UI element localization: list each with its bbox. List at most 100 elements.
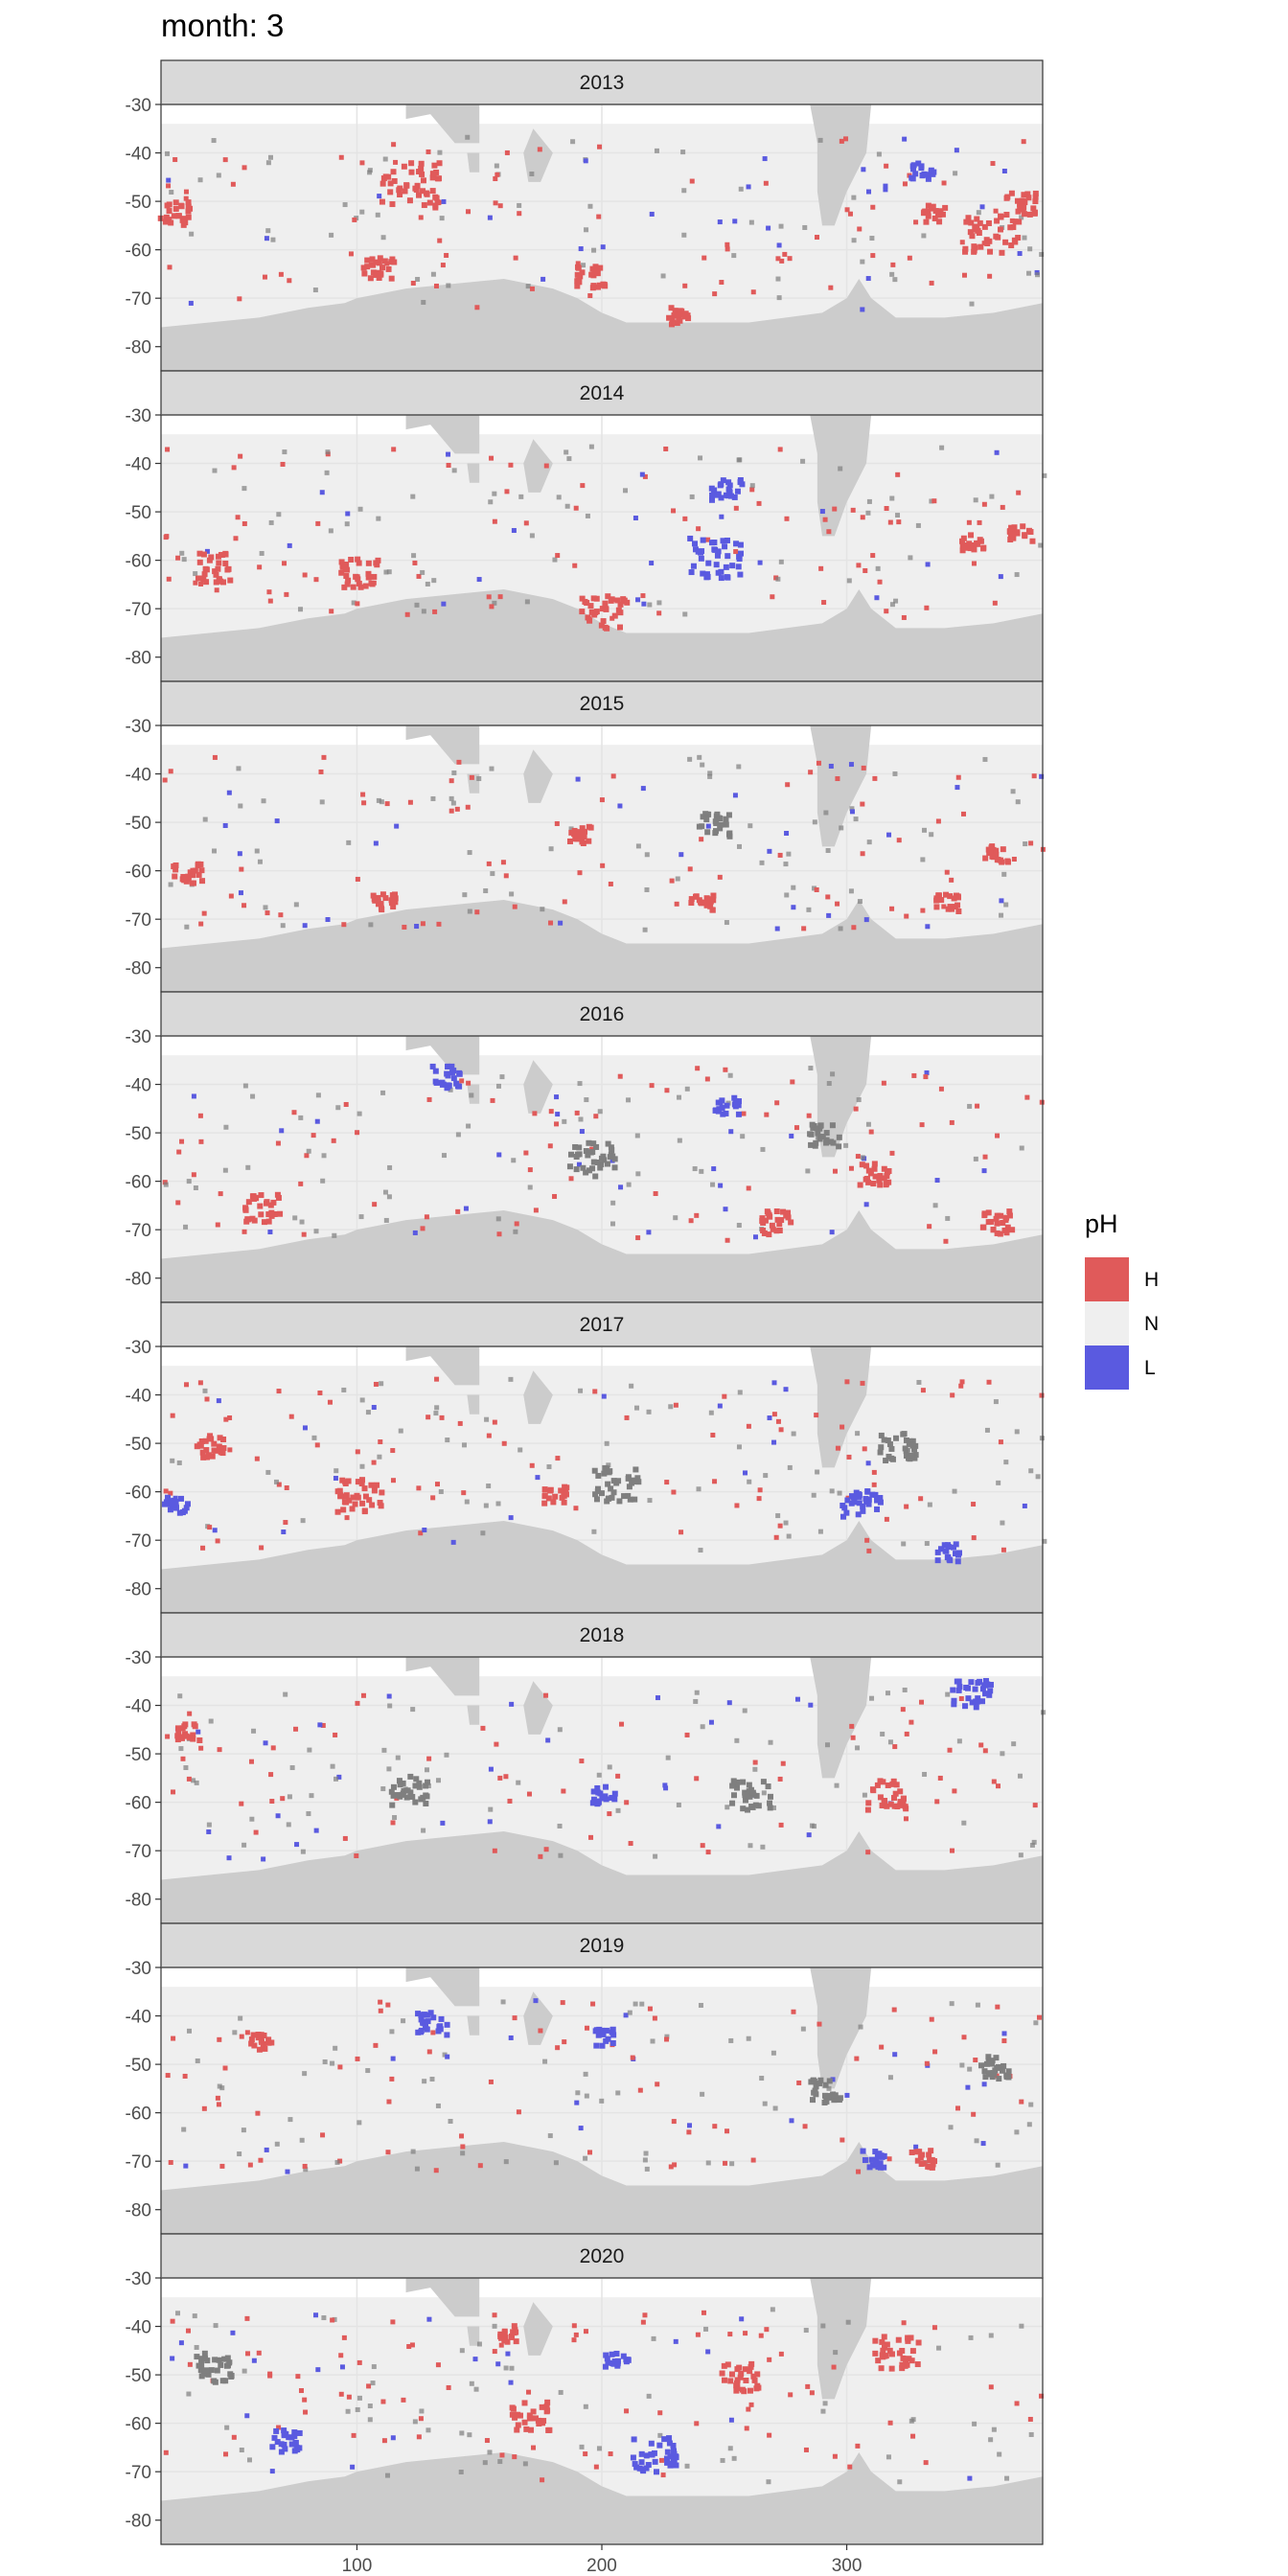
cluster-cell-H xyxy=(211,1440,218,1447)
anomaly-cell-H xyxy=(785,782,791,788)
anomaly-cell-M xyxy=(1000,1520,1005,1526)
anomaly-cell-M xyxy=(450,800,456,806)
anomaly-cell-M xyxy=(887,1739,893,1745)
anomaly-cell-H xyxy=(168,1490,173,1496)
cluster-cell-M xyxy=(585,1152,591,1159)
anomaly-cell-H xyxy=(826,529,832,535)
anomaly-cell-L xyxy=(446,451,451,457)
anomaly-cell-H xyxy=(554,1121,560,1127)
cluster-cell-H xyxy=(365,560,372,566)
cluster-cell-H xyxy=(1010,224,1017,231)
anomaly-cell-M xyxy=(647,1498,653,1504)
anomaly-cell-H xyxy=(175,555,181,561)
anomaly-cell-H xyxy=(579,1759,585,1764)
anomaly-cell-H xyxy=(816,760,821,766)
cluster-cell-M xyxy=(583,1148,589,1155)
anomaly-cell-H xyxy=(723,1067,728,1072)
cluster-cell-H xyxy=(245,1199,252,1206)
y-tick-label: -40 xyxy=(126,766,151,786)
anomaly-cell-M xyxy=(677,1094,682,1100)
anomaly-cell-H xyxy=(346,2394,352,2400)
cluster-cell-H xyxy=(562,1484,568,1490)
anomaly-cell-M xyxy=(382,1189,388,1195)
anomaly-cell-H xyxy=(764,1112,770,1117)
anomaly-cell-H xyxy=(412,560,418,565)
anomaly-cell-L xyxy=(771,1439,777,1445)
cluster-cell-M xyxy=(768,1793,774,1800)
cluster-cell-H xyxy=(776,1221,783,1228)
anomaly-cell-L xyxy=(830,2077,836,2082)
anomaly-cell-M xyxy=(607,1764,612,1770)
legend-label-L: L xyxy=(1144,1357,1156,1379)
anomaly-cell-H xyxy=(344,1515,350,1521)
cluster-cell-M xyxy=(595,1472,602,1479)
anomaly-cell-L xyxy=(487,1819,493,1825)
cluster-cell-H xyxy=(881,1798,887,1805)
cluster-cell-L xyxy=(670,2443,677,2450)
anomaly-cell-L xyxy=(508,2035,514,2040)
anomaly-cell-M xyxy=(775,276,781,282)
cluster-cell-M xyxy=(822,2082,829,2088)
cluster-cell-H xyxy=(403,182,410,189)
cluster-cell-H xyxy=(251,2042,258,2049)
anomaly-cell-M xyxy=(557,1823,563,1828)
anomaly-cell-M xyxy=(886,2454,891,2460)
anomaly-cell-H xyxy=(816,2021,822,2027)
anomaly-cell-L xyxy=(264,2147,269,2152)
cluster-cell-L xyxy=(864,1488,871,1495)
anomaly-cell-H xyxy=(301,1231,307,1237)
anomaly-cell-M xyxy=(483,1503,489,1508)
anomaly-cell-L xyxy=(998,574,1003,580)
cluster-cell-H xyxy=(375,894,381,901)
cluster-cell-L xyxy=(273,2427,280,2434)
cluster-cell-M xyxy=(725,831,732,838)
anomaly-cell-H xyxy=(378,2008,383,2013)
anomaly-cell-H xyxy=(543,1847,549,1852)
cluster-cell-M xyxy=(740,1779,747,1785)
cluster-cell-H xyxy=(434,199,441,206)
anomaly-cell-H xyxy=(391,447,397,452)
anomaly-cell-M xyxy=(728,2037,734,2043)
anomaly-cell-M xyxy=(286,1822,291,1828)
anomaly-cell-H xyxy=(446,463,451,469)
anomaly-cell-M xyxy=(615,2090,621,2096)
cluster-cell-M xyxy=(631,1478,637,1484)
cluster-cell-L xyxy=(910,162,917,169)
cluster-cell-H xyxy=(785,1214,792,1221)
cluster-cell-H xyxy=(222,551,229,558)
y-tick-label: -80 xyxy=(126,338,151,358)
anomaly-cell-M xyxy=(975,2002,980,2008)
anomaly-cell-H xyxy=(338,2353,344,2358)
anomaly-cell-H xyxy=(887,2420,893,2426)
anomaly-cell-M xyxy=(181,557,187,563)
anomaly-cell-H xyxy=(712,1479,718,1484)
cluster-cell-H xyxy=(1029,538,1036,544)
cluster-cell-L xyxy=(722,543,728,550)
anomaly-cell-H xyxy=(981,241,987,246)
cluster-cell-H xyxy=(380,175,387,182)
cluster-cell-H xyxy=(586,617,593,624)
cluster-cell-H xyxy=(371,573,378,580)
anomaly-cell-H xyxy=(215,2095,220,2101)
cluster-cell-H xyxy=(1007,224,1014,231)
land-new-zealand xyxy=(523,2302,553,2356)
cluster-cell-H xyxy=(978,243,984,250)
cluster-cell-M xyxy=(605,1481,611,1487)
anomaly-cell-L xyxy=(965,2084,971,2090)
cluster-cell-H xyxy=(203,566,210,573)
anomaly-cell-H xyxy=(664,1088,670,1093)
anomaly-cell-M xyxy=(849,806,855,812)
anomaly-cell-H xyxy=(950,1392,955,1398)
anomaly-cell-H xyxy=(378,1999,383,2005)
cluster-cell-M xyxy=(586,1139,592,1146)
cluster-cell-L xyxy=(610,2026,616,2033)
cluster-cell-L xyxy=(946,1556,953,1563)
cluster-cell-L xyxy=(924,172,931,178)
cluster-cell-L xyxy=(589,1800,596,1806)
cluster-cell-L xyxy=(445,1063,451,1070)
anomaly-cell-M xyxy=(412,2419,418,2425)
x-tick-label: 200 xyxy=(586,2556,617,2576)
anomaly-cell-M xyxy=(321,1153,327,1159)
anomaly-cell-H xyxy=(253,1829,259,1835)
cluster-cell-L xyxy=(700,537,706,543)
